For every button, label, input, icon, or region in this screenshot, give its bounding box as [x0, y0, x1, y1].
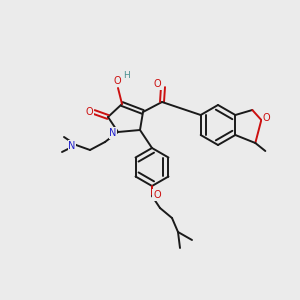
- Text: O: O: [153, 79, 161, 89]
- Text: O: O: [262, 113, 270, 123]
- Text: N: N: [109, 128, 117, 138]
- Text: N: N: [68, 141, 76, 151]
- Text: O: O: [113, 76, 121, 86]
- Text: O: O: [153, 190, 161, 200]
- Text: H: H: [124, 70, 130, 80]
- Text: O: O: [85, 107, 93, 117]
